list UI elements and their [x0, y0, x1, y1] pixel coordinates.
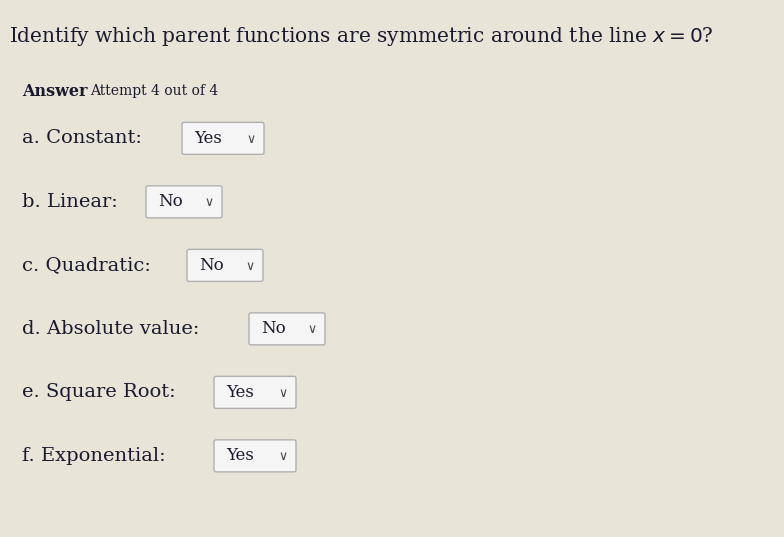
Text: No: No — [158, 193, 183, 211]
Text: Yes: Yes — [194, 130, 222, 147]
Text: Yes: Yes — [226, 384, 254, 401]
Text: e. Square Root:: e. Square Root: — [22, 383, 176, 401]
Text: No: No — [261, 321, 285, 337]
Text: Answer: Answer — [22, 83, 88, 100]
Text: a. Constant:: a. Constant: — [22, 129, 142, 147]
FancyBboxPatch shape — [249, 313, 325, 345]
Text: No: No — [199, 257, 223, 274]
Text: f. Exponential:: f. Exponential: — [22, 447, 165, 465]
Text: ∨: ∨ — [278, 451, 287, 463]
Text: d. Absolute value:: d. Absolute value: — [22, 320, 199, 338]
Text: ∨: ∨ — [278, 387, 287, 400]
Text: Yes: Yes — [226, 447, 254, 465]
Text: b. Linear:: b. Linear: — [22, 193, 118, 211]
FancyBboxPatch shape — [187, 249, 263, 281]
Text: ∨: ∨ — [204, 197, 213, 209]
FancyBboxPatch shape — [214, 376, 296, 408]
Text: ∨: ∨ — [246, 133, 255, 146]
FancyBboxPatch shape — [182, 122, 264, 154]
Text: Identify which parent functions are symmetric around the line $x = 0$?: Identify which parent functions are symm… — [9, 25, 714, 48]
Text: c. Quadratic:: c. Quadratic: — [22, 256, 151, 274]
Text: Attempt 4 out of 4: Attempt 4 out of 4 — [90, 84, 218, 98]
Text: ∨: ∨ — [245, 260, 254, 273]
FancyBboxPatch shape — [146, 186, 222, 218]
FancyBboxPatch shape — [214, 440, 296, 472]
Text: ∨: ∨ — [307, 323, 316, 336]
